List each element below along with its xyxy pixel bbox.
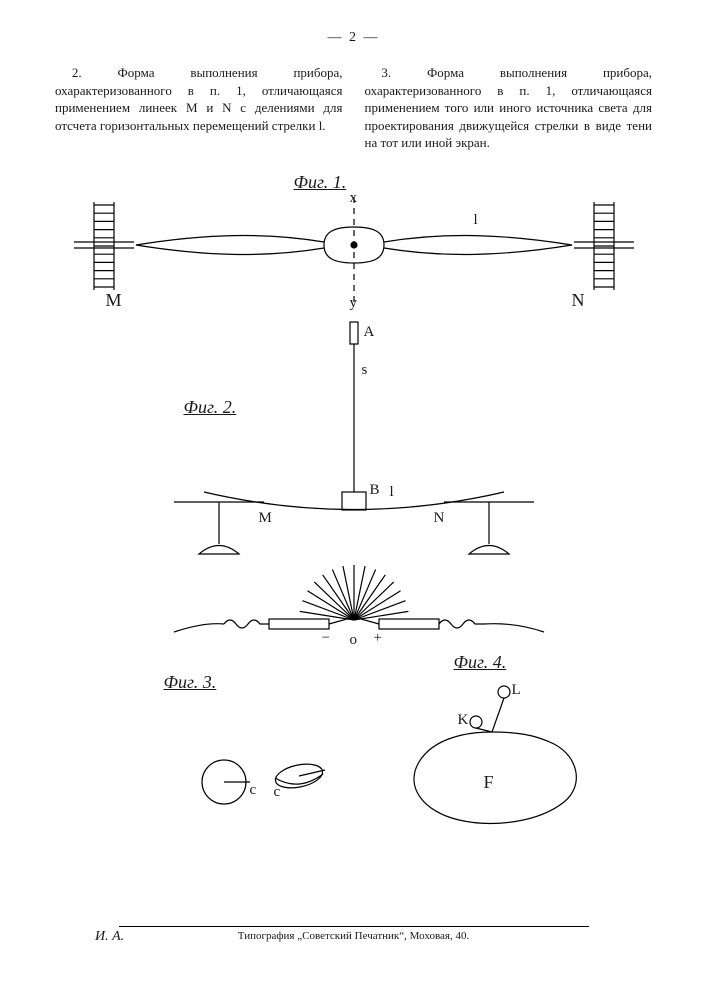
fig1 xyxy=(74,197,634,302)
fig4-label: Фиг. 4. xyxy=(454,652,507,673)
imprint: Типография „Советский Печатник“, Моховая… xyxy=(238,930,469,942)
fig3-label: Фиг. 3. xyxy=(164,672,217,693)
fig1-x: x xyxy=(350,190,358,207)
fig2-l: l xyxy=(390,484,394,501)
arc-o: o xyxy=(350,632,358,649)
figures-svg xyxy=(74,172,634,892)
fig1-l: l xyxy=(474,212,478,229)
fig2-s: s xyxy=(362,362,368,379)
fig2-A: A xyxy=(364,324,375,341)
arc-minus: − xyxy=(322,630,330,647)
arc-plus: + xyxy=(374,630,382,647)
fig4-K: K xyxy=(458,712,469,729)
fig2-N: N xyxy=(434,510,445,527)
para-2: 2. Форма выполнения прибора, охарактериз… xyxy=(55,64,343,134)
fig4-F: F xyxy=(484,772,494,793)
fig2-M: M xyxy=(259,510,272,527)
fig3 xyxy=(202,760,325,804)
fig3-c1: c xyxy=(250,782,257,799)
footer: Типография „Советский Печатник“, Моховая… xyxy=(0,926,707,942)
column-right: 3. Форма выполнения прибора, охарактериз… xyxy=(365,64,653,152)
fig2-B: B xyxy=(370,482,380,499)
fig1-y: y xyxy=(350,295,358,312)
fig2 xyxy=(174,322,534,554)
figures-block: Фиг. 1. xyxy=(74,172,634,892)
fig4-L: L xyxy=(512,682,521,699)
fig1-N: N xyxy=(572,290,585,311)
fig4 xyxy=(413,686,575,823)
footer-rule xyxy=(119,926,589,927)
fig1-M: M xyxy=(106,290,122,311)
page-number: — 2 — xyxy=(55,30,652,46)
arc-lamp xyxy=(174,565,544,632)
column-left: 2. Форма выполнения прибора, охарактериз… xyxy=(55,64,343,152)
fig3-c2: c xyxy=(274,784,281,801)
page: — 2 — 2. Форма выполнения прибора, охара… xyxy=(0,0,707,1000)
para-3: 3. Форма выполнения прибора, охарактериз… xyxy=(365,64,653,152)
fig2-label: Фиг. 2. xyxy=(184,397,237,418)
text-columns: 2. Форма выполнения прибора, охарактериз… xyxy=(55,64,652,152)
